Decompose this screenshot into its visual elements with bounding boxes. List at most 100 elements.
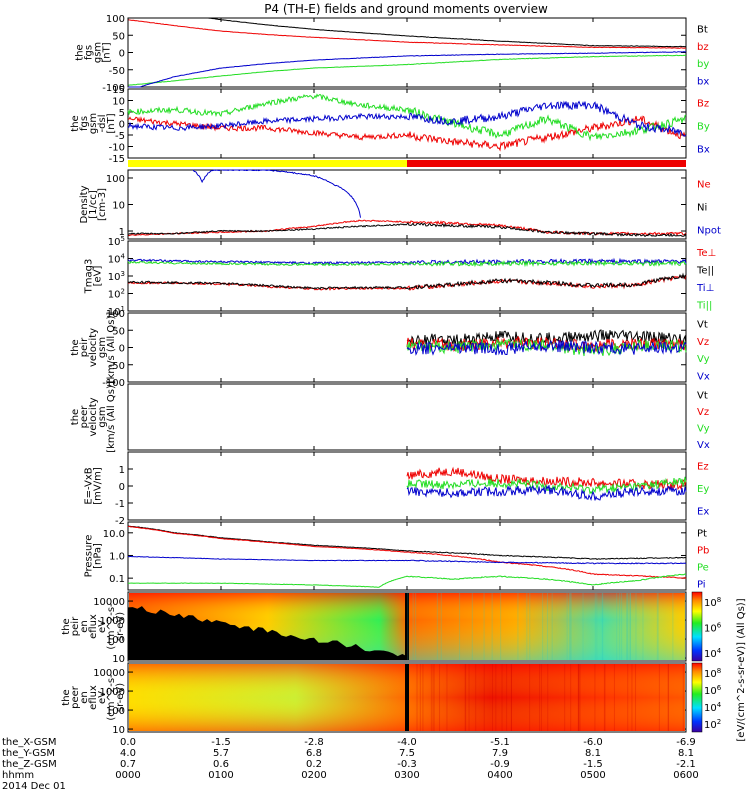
- xaxis-value: 0100: [208, 770, 233, 781]
- colorbar-bottom: [691, 662, 703, 733]
- yaxis-label: thefgsgsm-dsl[nT]: [70, 113, 117, 134]
- xaxis-value: 0000: [115, 770, 140, 781]
- ytick-label: 105: [108, 235, 125, 248]
- series-temperature-3: [127, 259, 687, 268]
- legend-peer_velocity-3: Vx: [697, 440, 710, 451]
- spectrogram-gap: [405, 593, 409, 660]
- xaxis-value: -2.8: [304, 737, 324, 748]
- legend-peir_velocity-2: Vy: [697, 354, 710, 365]
- xaxis-value: 4.0: [120, 748, 136, 759]
- xaxis-value: -5.1: [490, 737, 510, 748]
- panel-region_bar: [128, 160, 686, 167]
- xaxis-value: -0.3: [397, 759, 417, 770]
- yaxis-label: thepeirvelocitygsm[km/s (All Qs)]: [70, 312, 117, 384]
- panel-frame: [127, 662, 687, 733]
- yaxis-label: E=-VxB[mV/m]: [84, 467, 104, 505]
- legend-peir_velocity-0: Vt: [697, 320, 708, 331]
- series-fgs_dsl-0: [127, 115, 687, 152]
- ytick-label: -1: [115, 499, 125, 510]
- legend-efield-1: Ey: [697, 484, 709, 495]
- panel-density: 100 10 1 Density[1/cc][cm-3] Ne Ni Npot: [79, 169, 721, 240]
- panel-peir_spectrogram: 10000 1000 100 10 thepeirenefluxeV(cm^2-s-sr…: [61, 591, 687, 665]
- ytick-label: 15: [112, 85, 125, 96]
- ytick-label: 10000: [93, 668, 125, 679]
- legend-peir_velocity-1: Vz: [697, 337, 709, 348]
- series-pressure-3: [127, 555, 687, 565]
- series-pressure-0: [127, 525, 687, 560]
- ytick-label: 10: [112, 97, 125, 108]
- legend-peer_velocity-0: Vt: [697, 390, 708, 401]
- ytick-label: -50: [109, 361, 125, 372]
- legend-temperature-2: Ti⊥: [696, 283, 714, 294]
- colorbar-tick: 106: [704, 622, 722, 635]
- legend-peer_velocity-2: Vy: [697, 423, 710, 434]
- ytick-label: 10000: [93, 597, 125, 608]
- xaxis-value: 8.1: [585, 748, 601, 759]
- ytick-label: 0: [119, 344, 125, 355]
- legend-pressure-2: Pe: [697, 563, 709, 574]
- ytick-label: 0: [119, 120, 125, 131]
- panel-pressure: 10.0 1.0 0.1 Pressure[nPa] Pt Pb Pe Pi: [84, 521, 709, 591]
- yaxis-label: thepeervelocitygsm[km/s (All Qs)]: [70, 381, 117, 453]
- legend-pressure-0: Pt: [697, 529, 707, 540]
- ytick-label: -2: [115, 516, 125, 527]
- colorbar-label: [eV/(cm^2-s-sr-eV)] (All Qs)]: [736, 598, 747, 741]
- ytick-label: 0.1: [109, 574, 125, 585]
- series-pressure-2: [128, 573, 687, 588]
- xaxis-value: -2.1: [676, 759, 696, 770]
- ytick-label: 100: [106, 14, 125, 25]
- xaxis-value: 0500: [580, 770, 605, 781]
- spectrogram-gap: [405, 664, 409, 731]
- xaxis-value: 0600: [673, 770, 698, 781]
- xaxis-row-label: the_Z-GSM: [2, 759, 57, 770]
- date-label: 2014 Dec 01: [2, 781, 66, 792]
- xaxis-value: -0.9: [490, 759, 510, 770]
- xaxis-value: 0.6: [213, 759, 229, 770]
- ytick-label: 10: [112, 201, 125, 212]
- panel-frame: [127, 383, 687, 451]
- panel-peer_velocity: thepeervelocitygsm[km/s (All Qs)] Vt Vz Vy V…: [70, 381, 710, 453]
- xaxis-value: 0200: [301, 770, 326, 781]
- ytick-label: 10: [112, 654, 125, 665]
- legend-efield-0: Ez: [697, 461, 709, 472]
- ytick-label: 100: [106, 635, 125, 646]
- ytick-label: 1000: [100, 616, 125, 627]
- panel-frame: [127, 240, 687, 312]
- yaxis-label: thepeerenefluxeV(cm^2-s-sr-eV): [61, 674, 126, 721]
- series-peir_velocity-1: [406, 335, 687, 353]
- panel-frame: [127, 88, 687, 159]
- ytick-label: 10: [112, 725, 125, 736]
- yaxis-label: Tmag3[eV]: [84, 259, 104, 295]
- xaxis-value: 6.8: [306, 748, 322, 759]
- legend-peer_velocity-1: Vz: [697, 407, 709, 418]
- colorbar-tick: 108: [704, 667, 721, 680]
- series-peir_velocity-3: [406, 340, 687, 356]
- legend-temperature-1: Te||: [696, 265, 714, 276]
- legend-density-0: Ne: [697, 180, 711, 191]
- series-temperature-1: [127, 272, 687, 290]
- ytick-label: -50: [109, 66, 125, 77]
- legend-temperature-0: Te⊥: [696, 248, 716, 259]
- xaxis-value: 7.9: [492, 748, 508, 759]
- ytick-label: 102: [108, 288, 125, 301]
- figure-title: P4 (TH-E) fields and ground moments over…: [264, 2, 548, 16]
- ytick-label: 104: [108, 253, 126, 266]
- panel-frame: [127, 169, 687, 240]
- ytick-label: -15: [109, 154, 125, 165]
- legend-pressure-1: Pb: [697, 546, 709, 557]
- xaxis-value: 8.1: [678, 748, 694, 759]
- panel-temperature: 105 104 103 102 101 Tmag3[eV] Te⊥ Te|| Ti⊥ Ti||: [84, 235, 717, 318]
- xaxis-row-label: the_X-GSM: [2, 737, 56, 748]
- ytick-label: -10: [109, 143, 125, 154]
- xaxis-value: 0.7: [120, 759, 136, 770]
- legend-density-1: Ni: [697, 203, 707, 214]
- panel-fgs_gsm: 100 50 0 -50 -100 thefgsgsm[nT] Bt bz by bx: [75, 14, 710, 94]
- legend-fgs_gsm-2: by: [697, 59, 709, 70]
- xaxis-value: -6.9: [676, 737, 696, 748]
- xaxis-value: 5.7: [213, 748, 229, 759]
- legend-peir_velocity-3: Vx: [697, 371, 710, 382]
- colorbar-top: [691, 591, 703, 662]
- xaxis-value: -4.0: [397, 737, 417, 748]
